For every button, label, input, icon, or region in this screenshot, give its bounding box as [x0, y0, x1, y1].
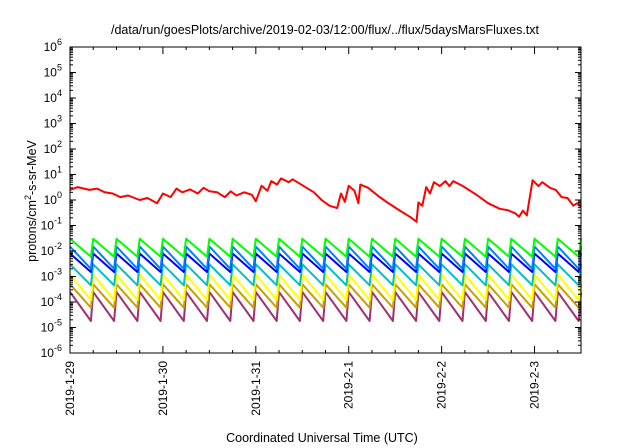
y-tick-label: 10-2: [41, 241, 62, 258]
y-tick-label: 102: [44, 139, 62, 156]
y-tick-label: 10-4: [41, 292, 62, 309]
series-line: [69, 290, 582, 322]
series-line: [69, 177, 582, 223]
y-axis-title: protons/cm2-s-sr-MeV: [23, 139, 39, 261]
y-axis: 10-6 10-5 10-4 10-3 10-2 10-1 100 101 102 103 104 1…: [41, 37, 581, 360]
series-line: [69, 237, 582, 258]
x-axis: 2019-1-29 2019-1-30 2019-1-31 2019-2-1 2019-…: [63, 47, 582, 416]
y-tick-label: 10-3: [41, 267, 62, 284]
series-layer: [69, 177, 582, 322]
y-tick-label: 104: [44, 88, 62, 105]
y-tick-label: 101: [44, 165, 62, 182]
series-line: [69, 273, 582, 301]
y-axis-title-prefix: protons/cm: [25, 200, 39, 262]
y-axis-title-superscript: 2: [23, 195, 33, 200]
x-tick-label: 2019-2-3: [528, 361, 542, 409]
x-tick-label: 2019-2-2: [435, 361, 449, 409]
series-line: [69, 263, 582, 287]
x-tick-label: 2019-1-30: [156, 361, 170, 416]
y-tick-label: 10-5: [41, 318, 62, 335]
plot-frame: [69, 46, 582, 354]
y-tick-label: 100: [44, 190, 62, 207]
chart-title: /data/run/goesPlots/archive/2019-02-03/1…: [111, 23, 540, 37]
y-tick-label: 105: [44, 63, 62, 80]
x-tick-label: 2019-1-31: [249, 361, 263, 416]
x-tick-label: 2019-1-29: [63, 361, 77, 416]
y-tick-label: 103: [44, 114, 62, 131]
x-tick-label: 2019-2-1: [342, 361, 356, 409]
y-tick-label: 10-1: [41, 216, 62, 233]
x-axis-title: Coordinated Universal Time (UTC): [226, 431, 418, 445]
y-tick-label: 106: [44, 37, 62, 54]
y-axis-title-suffix: -s-sr-MeV: [25, 139, 39, 195]
y-tick-label: 10-6: [41, 343, 62, 360]
